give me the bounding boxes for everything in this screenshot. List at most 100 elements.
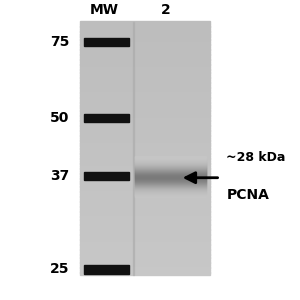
Bar (80, 67, 210, 70)
Bar (80, 151, 210, 154)
Bar (80, 37, 210, 40)
Bar (80, 196, 210, 199)
Bar (80, 156, 210, 159)
Bar (135, 171, 206, 173)
Bar (84, 172, 129, 180)
Bar (80, 133, 210, 136)
Bar (80, 80, 210, 83)
Bar (135, 162, 206, 164)
Bar (80, 194, 210, 197)
Bar (80, 226, 210, 230)
Bar (135, 165, 206, 167)
Bar (80, 184, 210, 187)
Bar (80, 239, 210, 242)
Bar (80, 189, 210, 192)
Bar (135, 183, 206, 185)
Bar (135, 194, 206, 196)
Bar (80, 95, 210, 98)
Bar (80, 247, 210, 250)
Bar (80, 87, 210, 90)
Bar (80, 90, 210, 93)
Bar (84, 38, 129, 46)
Bar (80, 77, 210, 80)
Bar (84, 114, 129, 122)
Bar (80, 118, 210, 121)
Bar (80, 262, 210, 265)
Bar (135, 189, 206, 191)
Bar (80, 249, 210, 253)
Bar (80, 244, 210, 248)
Bar (135, 181, 206, 183)
Bar (80, 112, 210, 116)
Bar (135, 160, 206, 162)
Bar (80, 214, 210, 217)
Bar (80, 191, 210, 194)
Bar (80, 46, 210, 50)
Bar (80, 115, 210, 118)
Bar (80, 267, 210, 270)
Bar (80, 219, 210, 222)
Bar (80, 42, 210, 45)
Bar (80, 163, 210, 166)
Bar (135, 168, 206, 170)
Bar (80, 123, 210, 126)
Bar (80, 209, 210, 212)
Bar (135, 190, 206, 192)
Bar (80, 272, 210, 275)
Bar (135, 173, 206, 175)
Bar (135, 170, 206, 172)
Bar (80, 161, 210, 164)
Bar (80, 64, 210, 68)
Bar (80, 97, 210, 100)
Bar (84, 266, 129, 274)
Bar (80, 229, 210, 232)
Bar (80, 44, 210, 47)
Bar (135, 167, 206, 169)
Bar (80, 221, 210, 225)
Bar (80, 166, 210, 169)
Bar (80, 128, 210, 131)
Bar (135, 166, 206, 168)
Bar (135, 191, 206, 193)
Bar (80, 62, 210, 65)
Bar (80, 204, 210, 207)
Bar (80, 232, 210, 235)
Bar (80, 72, 210, 75)
Bar (80, 199, 210, 202)
Bar (80, 34, 210, 37)
Bar (80, 257, 210, 260)
Text: PCNA: PCNA (226, 188, 269, 202)
Bar (80, 135, 210, 139)
Bar (135, 174, 206, 176)
Text: ~28 kDa: ~28 kDa (226, 151, 286, 164)
Bar (80, 100, 210, 103)
Bar (80, 146, 210, 148)
Bar (135, 180, 206, 182)
Text: 37: 37 (50, 169, 70, 183)
Bar (135, 182, 206, 184)
Bar (80, 85, 210, 88)
Bar (80, 29, 210, 32)
Bar (80, 82, 210, 85)
Bar (135, 175, 206, 177)
Bar (80, 158, 210, 161)
Bar (80, 242, 210, 245)
Bar (80, 120, 210, 123)
Bar (80, 176, 210, 179)
Bar (80, 143, 210, 146)
Text: 25: 25 (50, 262, 70, 277)
Bar (135, 161, 206, 163)
Bar (80, 26, 210, 29)
Bar (80, 125, 210, 128)
Bar (80, 153, 210, 156)
Bar (80, 57, 210, 60)
Bar (135, 177, 206, 179)
Bar (80, 265, 210, 268)
Bar (135, 156, 206, 158)
Bar (80, 105, 210, 108)
Bar (135, 195, 206, 197)
Bar (80, 206, 210, 209)
Bar (135, 179, 206, 181)
Bar (80, 178, 210, 182)
Bar (135, 157, 206, 159)
